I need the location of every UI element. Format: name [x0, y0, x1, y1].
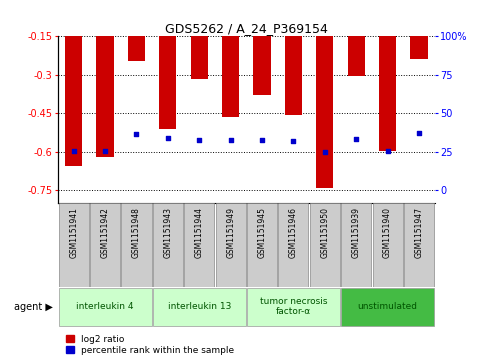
Bar [159, 36, 176, 129]
Point [133, 131, 141, 137]
Text: GSM1151939: GSM1151939 [352, 207, 361, 258]
Bar [121, 203, 152, 287]
Text: GSM1151948: GSM1151948 [132, 207, 141, 258]
Point [227, 137, 235, 143]
Bar [379, 36, 396, 151]
Bar [247, 203, 277, 287]
Text: GSM1151942: GSM1151942 [100, 207, 110, 258]
Title: GDS5262 / A_24_P369154: GDS5262 / A_24_P369154 [165, 22, 328, 35]
Point [101, 148, 109, 154]
Text: GSM1151941: GSM1151941 [69, 207, 78, 258]
Bar [310, 203, 340, 287]
Text: GSM1151944: GSM1151944 [195, 207, 204, 258]
Bar [316, 36, 333, 188]
Text: GSM1151947: GSM1151947 [414, 207, 424, 258]
Bar [411, 36, 427, 60]
Text: unstimulated: unstimulated [357, 302, 418, 311]
Point [384, 148, 392, 154]
Bar [184, 203, 214, 287]
Bar [58, 287, 152, 326]
Point [258, 137, 266, 143]
Bar [153, 287, 246, 326]
Point [164, 135, 172, 141]
Bar [215, 203, 246, 287]
Text: GSM1151950: GSM1151950 [320, 207, 329, 258]
Text: agent ▶: agent ▶ [14, 302, 53, 312]
Text: GSM1151943: GSM1151943 [163, 207, 172, 258]
Bar [341, 203, 371, 287]
Bar [191, 36, 208, 79]
Bar [285, 36, 302, 115]
Text: tumor necrosis
factor-α: tumor necrosis factor-α [260, 297, 327, 316]
Text: GSM1151945: GSM1151945 [257, 207, 267, 258]
Point [70, 148, 78, 154]
Text: GSM1151949: GSM1151949 [226, 207, 235, 258]
Bar [404, 203, 434, 287]
Bar [372, 203, 403, 287]
Bar [153, 203, 183, 287]
Bar [348, 36, 365, 76]
Bar [58, 203, 89, 287]
Point [415, 130, 423, 136]
Text: GSM1151940: GSM1151940 [383, 207, 392, 258]
Point [290, 138, 298, 144]
Bar [341, 287, 434, 326]
Text: GSM1151946: GSM1151946 [289, 207, 298, 258]
Bar [247, 287, 340, 326]
Bar [254, 36, 270, 95]
Text: interleukin 13: interleukin 13 [168, 302, 231, 311]
Point [321, 149, 328, 155]
Bar [278, 203, 309, 287]
Bar [90, 203, 120, 287]
Bar [65, 36, 82, 166]
Legend: log2 ratio, percentile rank within the sample: log2 ratio, percentile rank within the s… [62, 331, 238, 359]
Point [195, 137, 203, 143]
Bar [97, 36, 114, 157]
Bar [222, 36, 239, 117]
Text: interleukin 4: interleukin 4 [76, 302, 134, 311]
Bar [128, 36, 145, 61]
Point [353, 136, 360, 142]
